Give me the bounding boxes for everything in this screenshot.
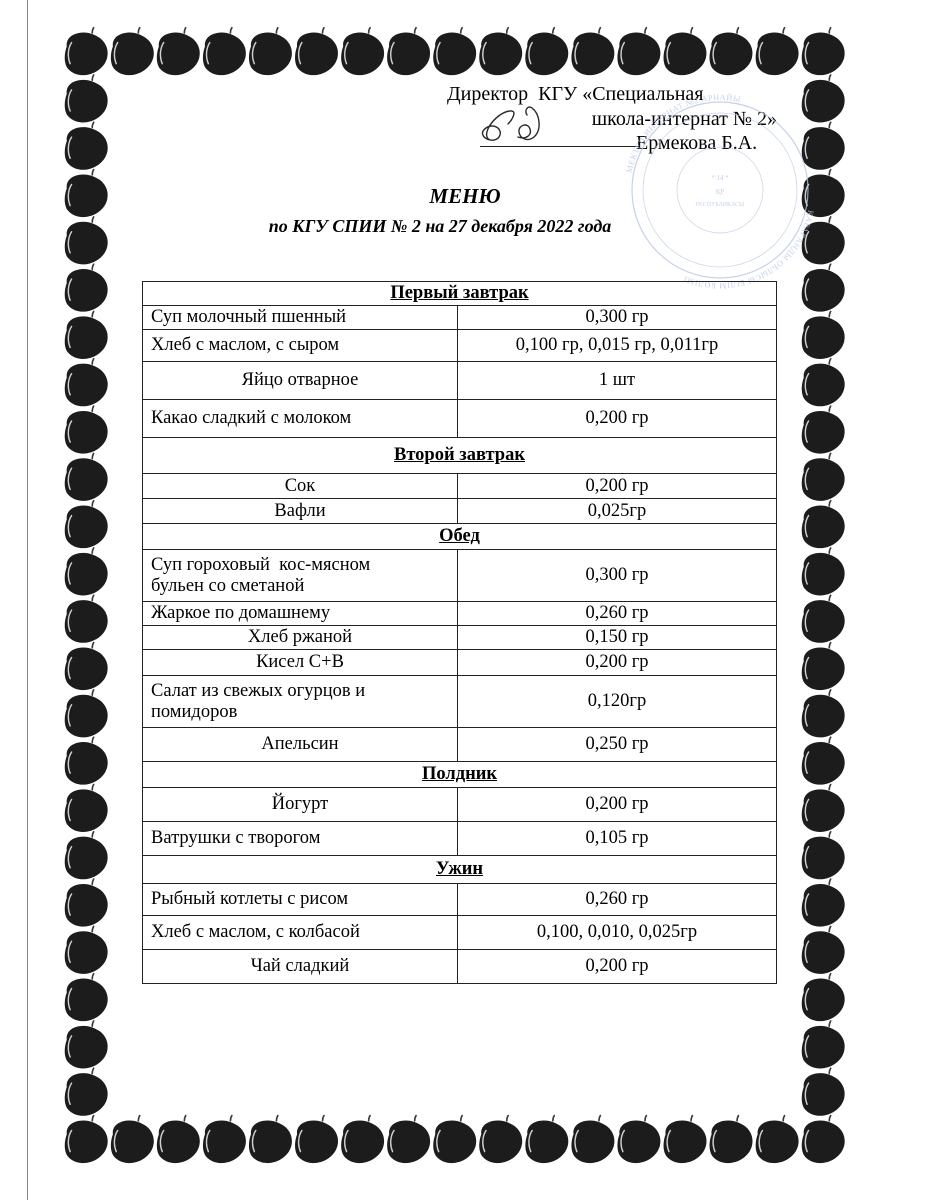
svg-text:МЕКТЕП-ИНТЕРНАТ №2 АРНАЙЫ: МЕКТЕП-ИНТЕРНАТ №2 АРНАЙЫ: [625, 93, 742, 174]
svg-text:ҚАРАҒАНДЫ ОБЛЫСЫ БІЛІМ БӨЛІМІ: ҚАРАҒАНДЫ ОБЛЫСЫ БІЛІМ БӨЛІМІ: [682, 209, 815, 290]
svg-text:РЕСПУБЛИКАСЫ: РЕСПУБЛИКАСЫ: [696, 202, 745, 208]
svg-text:* 14 *: * 14 *: [711, 174, 729, 182]
svg-text:ҚР: ҚР: [716, 188, 725, 196]
